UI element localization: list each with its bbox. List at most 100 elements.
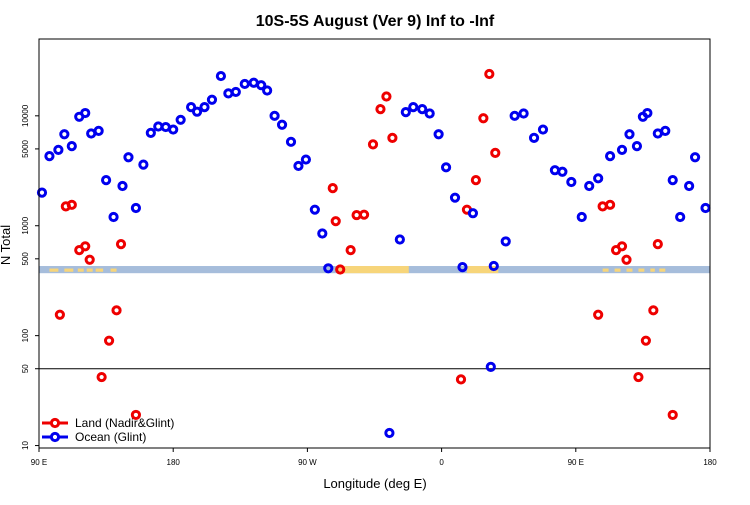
ocean-data-point [384, 427, 395, 439]
y-tick-label: 5000 [21, 139, 30, 157]
land-data-point [96, 371, 107, 383]
ocean-data-point [624, 129, 635, 140]
land-data-point [111, 305, 122, 316]
ocean-data-point [309, 204, 320, 215]
land-data-point [478, 113, 489, 124]
y-tick-label: 100 [21, 328, 30, 342]
ocean-data-point [300, 154, 312, 165]
y-tick-label: 10000 [21, 104, 30, 127]
y-tick-label: 1000 [21, 216, 30, 234]
land-data-point [358, 209, 370, 220]
ocean-data-point [566, 176, 577, 188]
map-land-mass [466, 266, 499, 274]
legend-marker [49, 431, 61, 443]
points-layer [36, 68, 711, 439]
ocean-data-point [276, 119, 288, 130]
land-data-point [387, 132, 398, 143]
x-tick-label: 90 E [568, 458, 584, 467]
ocean-data-point [509, 110, 520, 121]
land-data-point [633, 371, 644, 383]
ocean-data-point [117, 180, 128, 192]
land-data-point [335, 264, 346, 275]
ocean-data-point [168, 124, 179, 135]
ocean-data-point [93, 125, 104, 136]
legend-marker [49, 417, 61, 429]
ocean-data-point [440, 162, 452, 173]
x-tick-label: 180 [167, 458, 181, 467]
map-land-mass [659, 268, 666, 272]
ocean-data-point [488, 260, 499, 272]
ocean-data-point [53, 144, 64, 155]
chart-title: 10S-5S August (Ver 9) Inf to -Inf [256, 13, 495, 30]
ocean-data-point [191, 106, 203, 117]
ocean-data-point [631, 141, 643, 152]
land-data-point [103, 335, 115, 346]
ocean-data-point [269, 110, 280, 121]
land-data-point [484, 68, 495, 80]
map-land-mass [64, 268, 74, 272]
ocean-data-point [323, 263, 334, 274]
ocean-data-point [145, 127, 156, 138]
map-land-mass [110, 268, 117, 272]
land-data-point [84, 254, 95, 265]
land-data-point [667, 409, 678, 421]
ocean-data-point [44, 151, 55, 162]
land-data-point [652, 239, 663, 250]
land-data-point [455, 374, 467, 385]
ocean-data-point [256, 80, 267, 91]
land-data-point [115, 239, 127, 250]
ocean-data-point [66, 141, 77, 152]
ocean-data-point [108, 211, 119, 223]
land-data-point [375, 104, 386, 115]
ocean-data-point [433, 129, 444, 140]
ocean-data-point [616, 144, 628, 155]
land-data-point [616, 241, 628, 252]
ocean-data-point [642, 107, 653, 119]
land-data-point [327, 182, 338, 194]
map-land-mass [626, 268, 633, 272]
y-tick-label: 50 [21, 364, 30, 373]
ocean-data-point [206, 94, 218, 105]
land-data-point [330, 216, 341, 227]
ocean-data-point [408, 102, 419, 113]
land-data-point [80, 241, 91, 252]
ocean-data-point [593, 173, 604, 184]
map-land-mass [49, 268, 59, 272]
ocean-data-point [557, 166, 568, 177]
ocean-data-point [537, 124, 549, 135]
ocean-data-point [584, 180, 595, 192]
land-data-point [648, 305, 659, 316]
map-land-mass [614, 268, 621, 272]
land-data-point [640, 335, 651, 346]
ocean-data-point [485, 361, 496, 372]
ocean-data-point [604, 151, 616, 162]
ocean-data-point [449, 192, 461, 203]
map-land-mass [602, 268, 609, 272]
x-tick-label: 90 W [298, 458, 317, 467]
ocean-data-point [123, 152, 134, 163]
land-data-point [621, 254, 632, 265]
x-axis: 90 E 180 90 W 0 90 E 180 [31, 448, 717, 467]
ocean-data-point [417, 104, 428, 115]
ocean-data-point [239, 78, 250, 90]
land-data-point [593, 309, 604, 320]
map-land-mass [337, 266, 409, 274]
map-land-mass [95, 268, 104, 272]
ocean-data-point [576, 211, 587, 223]
land-data-point [381, 91, 392, 102]
land-data-point [130, 409, 142, 421]
land-data-point [490, 147, 501, 158]
land-data-point [604, 199, 616, 210]
ocean-data-point [660, 125, 671, 136]
ocean-data-point [185, 102, 197, 113]
ocean-data-point [230, 86, 241, 98]
land-data-point [470, 175, 481, 186]
land-data-point [345, 245, 356, 256]
y-axis: 10 50 100 500 1000 5000 10000 [21, 104, 39, 450]
y-tick-label: 500 [21, 252, 30, 266]
ocean-data-point [457, 262, 468, 273]
ocean-data-point [689, 152, 701, 163]
legend-label: Ocean (Glint) [75, 430, 146, 444]
